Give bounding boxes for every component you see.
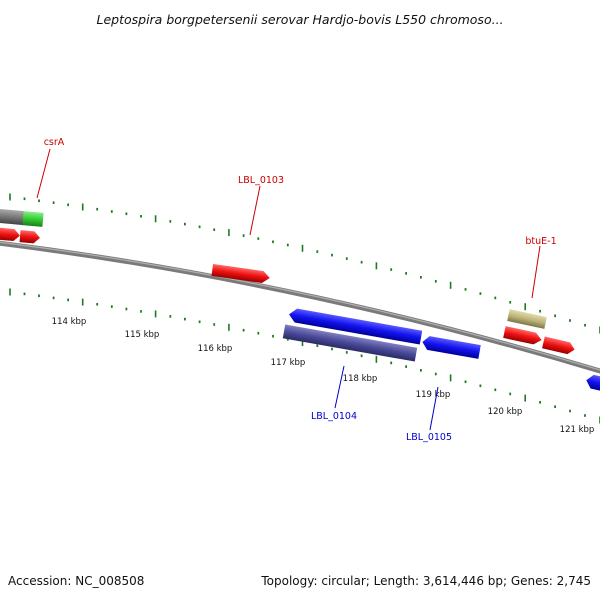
kbp-label: 119 kbp [416,390,451,400]
label-leaders [36,148,541,431]
forward-strand-genes [0,207,576,356]
backbone-highlight [0,241,600,371]
gene-feature-blue[interactable] [585,373,600,393]
kbp-label: 116 kbp [198,344,233,354]
leader-line-LBL_0103 [249,185,261,236]
kbp-label: 115 kbp [125,330,160,340]
kbp-label: 118 kbp [343,374,378,384]
gene-feature-gray[interactable] [0,207,25,226]
genome-summary-text: Topology: circular; Length: 3,614,446 bp… [260,574,591,588]
leader-line-btuE-1 [531,245,541,299]
inner-tick-ring [9,288,600,424]
gene-feature-csrA[interactable] [22,211,44,227]
gene-label-csrA[interactable]: csrA [44,137,65,148]
kbp-label-group: 114 kbp 115 kbp 116 kbp 117 kbp 118 kbp … [52,317,595,435]
gene-label-LBL_0103[interactable]: LBL_0103 [238,175,284,186]
gene-feature-red[interactable] [542,336,576,356]
gene-feature-blue[interactable] [288,307,423,345]
gene-feature-red[interactable] [0,226,20,242]
chromosome-backbone [0,240,600,374]
kbp-label: 117 kbp [271,358,306,368]
kbp-label: 114 kbp [52,317,87,327]
gene-feature-red[interactable] [503,326,543,346]
gene-label-LBL_0104[interactable]: LBL_0104 [311,411,357,422]
gene-feature-red[interactable] [19,230,41,244]
gene-feature-btuE-1[interactable] [507,309,547,329]
reverse-strand-genes [282,307,600,393]
gene-label-LBL_0105[interactable]: LBL_0105 [406,432,452,443]
gene-feature-LBL_0104[interactable] [282,324,418,362]
gene-label-btuE-1[interactable]: btuE-1 [525,236,556,247]
gene-label-group: csrA LBL_0103 btuE-1 LBL_0104 LBL_0105 [44,137,557,443]
map-title: Leptospira borgpetersenii serovar Hardjo… [96,12,503,27]
outer-tick-ring [9,193,600,334]
leader-line-csrA [36,148,51,199]
gene-feature-LBL_0103[interactable] [211,264,270,284]
leader-line-LBL_0105 [429,386,439,431]
kbp-label: 120 kbp [488,407,523,417]
kbp-label: 121 kbp [560,425,595,435]
leader-line-LBL_0104 [334,365,345,409]
accession-text: Accession: NC_008508 [8,574,144,588]
gene-feature-LBL_0105[interactable] [421,335,481,359]
